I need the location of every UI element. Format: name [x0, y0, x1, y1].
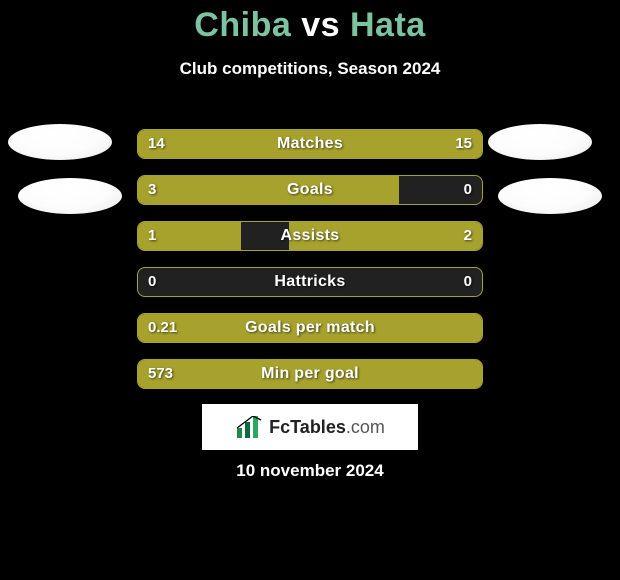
- logo-text-main: FcTables: [269, 417, 346, 437]
- stat-row: 1415Matches: [137, 129, 483, 159]
- logo-text-domain: .com: [346, 417, 385, 437]
- fctables-logo: FcTables.com: [202, 404, 418, 450]
- player2-avatar-placeholder-2: [498, 178, 602, 214]
- stat-label: Goals: [138, 176, 482, 204]
- stat-row: 0.21Goals per match: [137, 313, 483, 343]
- logo-text: FcTables.com: [269, 417, 385, 438]
- player1-name: Chiba: [194, 6, 291, 44]
- stat-label: Goals per match: [138, 314, 482, 342]
- stat-row: 30Goals: [137, 175, 483, 205]
- player2-name: Hata: [350, 6, 426, 44]
- bar-chart-icon: [235, 416, 263, 438]
- player2-avatar-placeholder: [488, 124, 592, 160]
- date-label: 10 november 2024: [0, 461, 620, 481]
- stat-label: Matches: [138, 130, 482, 158]
- stat-label: Hattricks: [138, 268, 482, 296]
- subtitle: Club competitions, Season 2024: [0, 59, 620, 79]
- vs-label: vs: [301, 6, 340, 44]
- stat-label: Min per goal: [138, 360, 482, 388]
- stats-bar-chart: 1415Matches 30Goals 12Assists 00Hattricks 0.…: [137, 129, 483, 405]
- player1-avatar-placeholder-2: [18, 178, 122, 214]
- stat-row: 00Hattricks: [137, 267, 483, 297]
- player1-avatar-placeholder: [8, 124, 112, 160]
- comparison-title: Chiba vs Hata: [0, 6, 620, 45]
- stat-row: 573Min per goal: [137, 359, 483, 389]
- stat-label: Assists: [138, 222, 482, 250]
- stat-row: 12Assists: [137, 221, 483, 251]
